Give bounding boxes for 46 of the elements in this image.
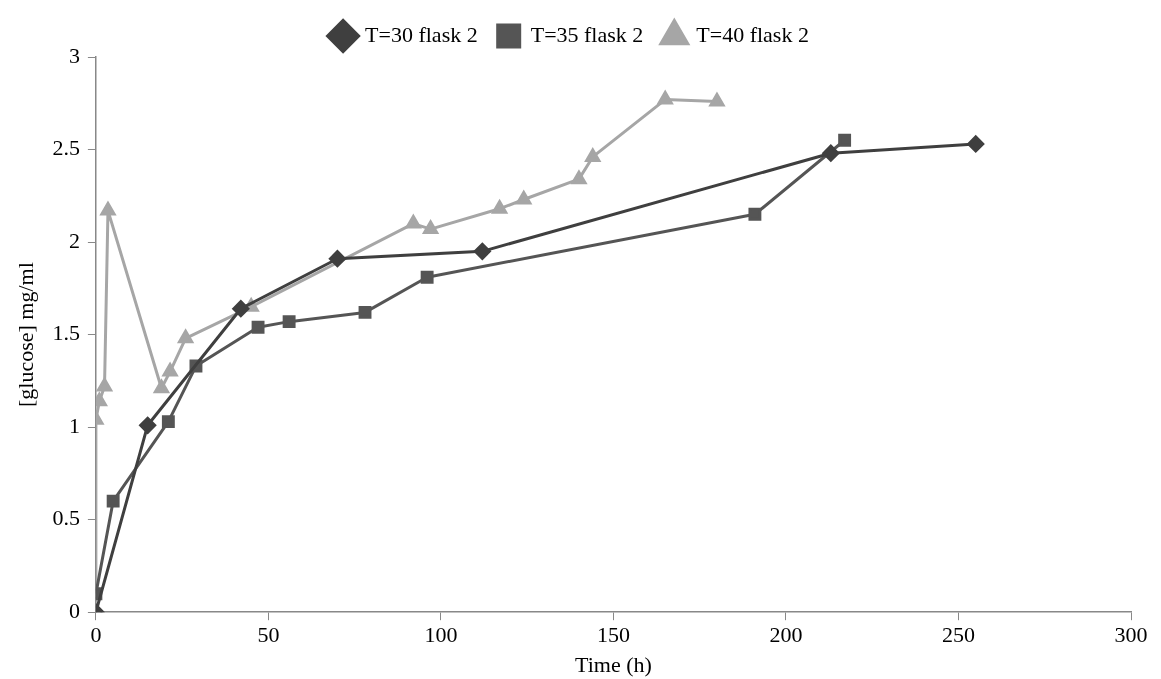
point — [162, 363, 178, 377]
point — [967, 135, 985, 153]
point — [492, 200, 508, 214]
y-tick-label: 1.5 — [52, 320, 80, 346]
point — [516, 191, 532, 205]
point — [96, 377, 113, 392]
legend-label: T=40 flask 2 — [696, 21, 809, 47]
y-tick-label: 2.5 — [52, 135, 80, 161]
point — [473, 242, 491, 260]
x-tick-label: 300 — [1114, 622, 1148, 648]
point — [838, 133, 852, 147]
legend-label: T=30 flask 2 — [365, 21, 478, 47]
x-axis-title: Time (h) — [575, 651, 652, 677]
x-tick-label: 200 — [769, 622, 803, 648]
point — [100, 202, 116, 216]
point — [178, 329, 194, 344]
y-tick-label: 1 — [68, 412, 80, 438]
x-tick-label: 50 — [257, 622, 280, 648]
point — [153, 379, 170, 394]
y-tick-label: 3 — [68, 42, 80, 68]
point — [585, 148, 601, 162]
point — [251, 320, 265, 334]
point — [232, 300, 250, 318]
x-tick-label: 100 — [424, 622, 458, 648]
x-tick-label: 250 — [941, 622, 975, 648]
point — [328, 250, 346, 268]
point — [423, 220, 439, 235]
point — [358, 305, 372, 319]
legend-label: T=35 flask 2 — [530, 21, 644, 47]
point — [748, 207, 762, 221]
point — [282, 315, 296, 329]
y-tick-label: 0.5 — [52, 505, 80, 531]
point — [161, 415, 175, 429]
y-axis-title: [glucose] mg/ml — [12, 262, 38, 408]
point — [709, 92, 725, 107]
point — [405, 215, 421, 229]
point — [106, 494, 120, 508]
point — [139, 416, 157, 434]
y-tick-label: 2 — [68, 227, 80, 253]
point — [822, 144, 840, 162]
point — [571, 170, 587, 185]
x-tick-label: 150 — [596, 622, 630, 648]
x-tick-label: 0 — [90, 622, 102, 648]
point — [657, 91, 673, 105]
y-tick-label: 0 — [68, 597, 80, 623]
point — [420, 270, 434, 284]
